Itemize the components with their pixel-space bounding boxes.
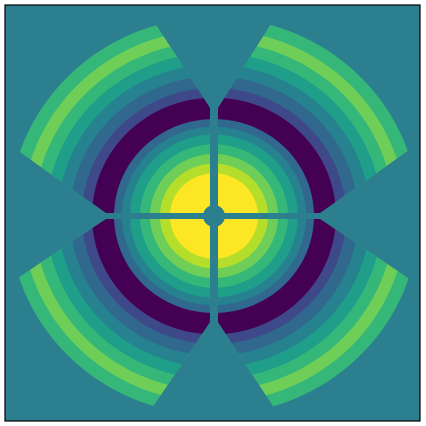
wedge	[9, 219, 210, 415]
contour-band	[218, 173, 258, 213]
frame	[4, 4, 421, 422]
contour-field	[9, 17, 419, 415]
wedge	[9, 17, 210, 213]
contour-band	[170, 219, 210, 259]
center-hole	[203, 205, 225, 227]
wedge	[218, 219, 419, 415]
contour-band	[170, 173, 210, 213]
wedge	[218, 17, 419, 213]
contour-band	[218, 219, 258, 259]
